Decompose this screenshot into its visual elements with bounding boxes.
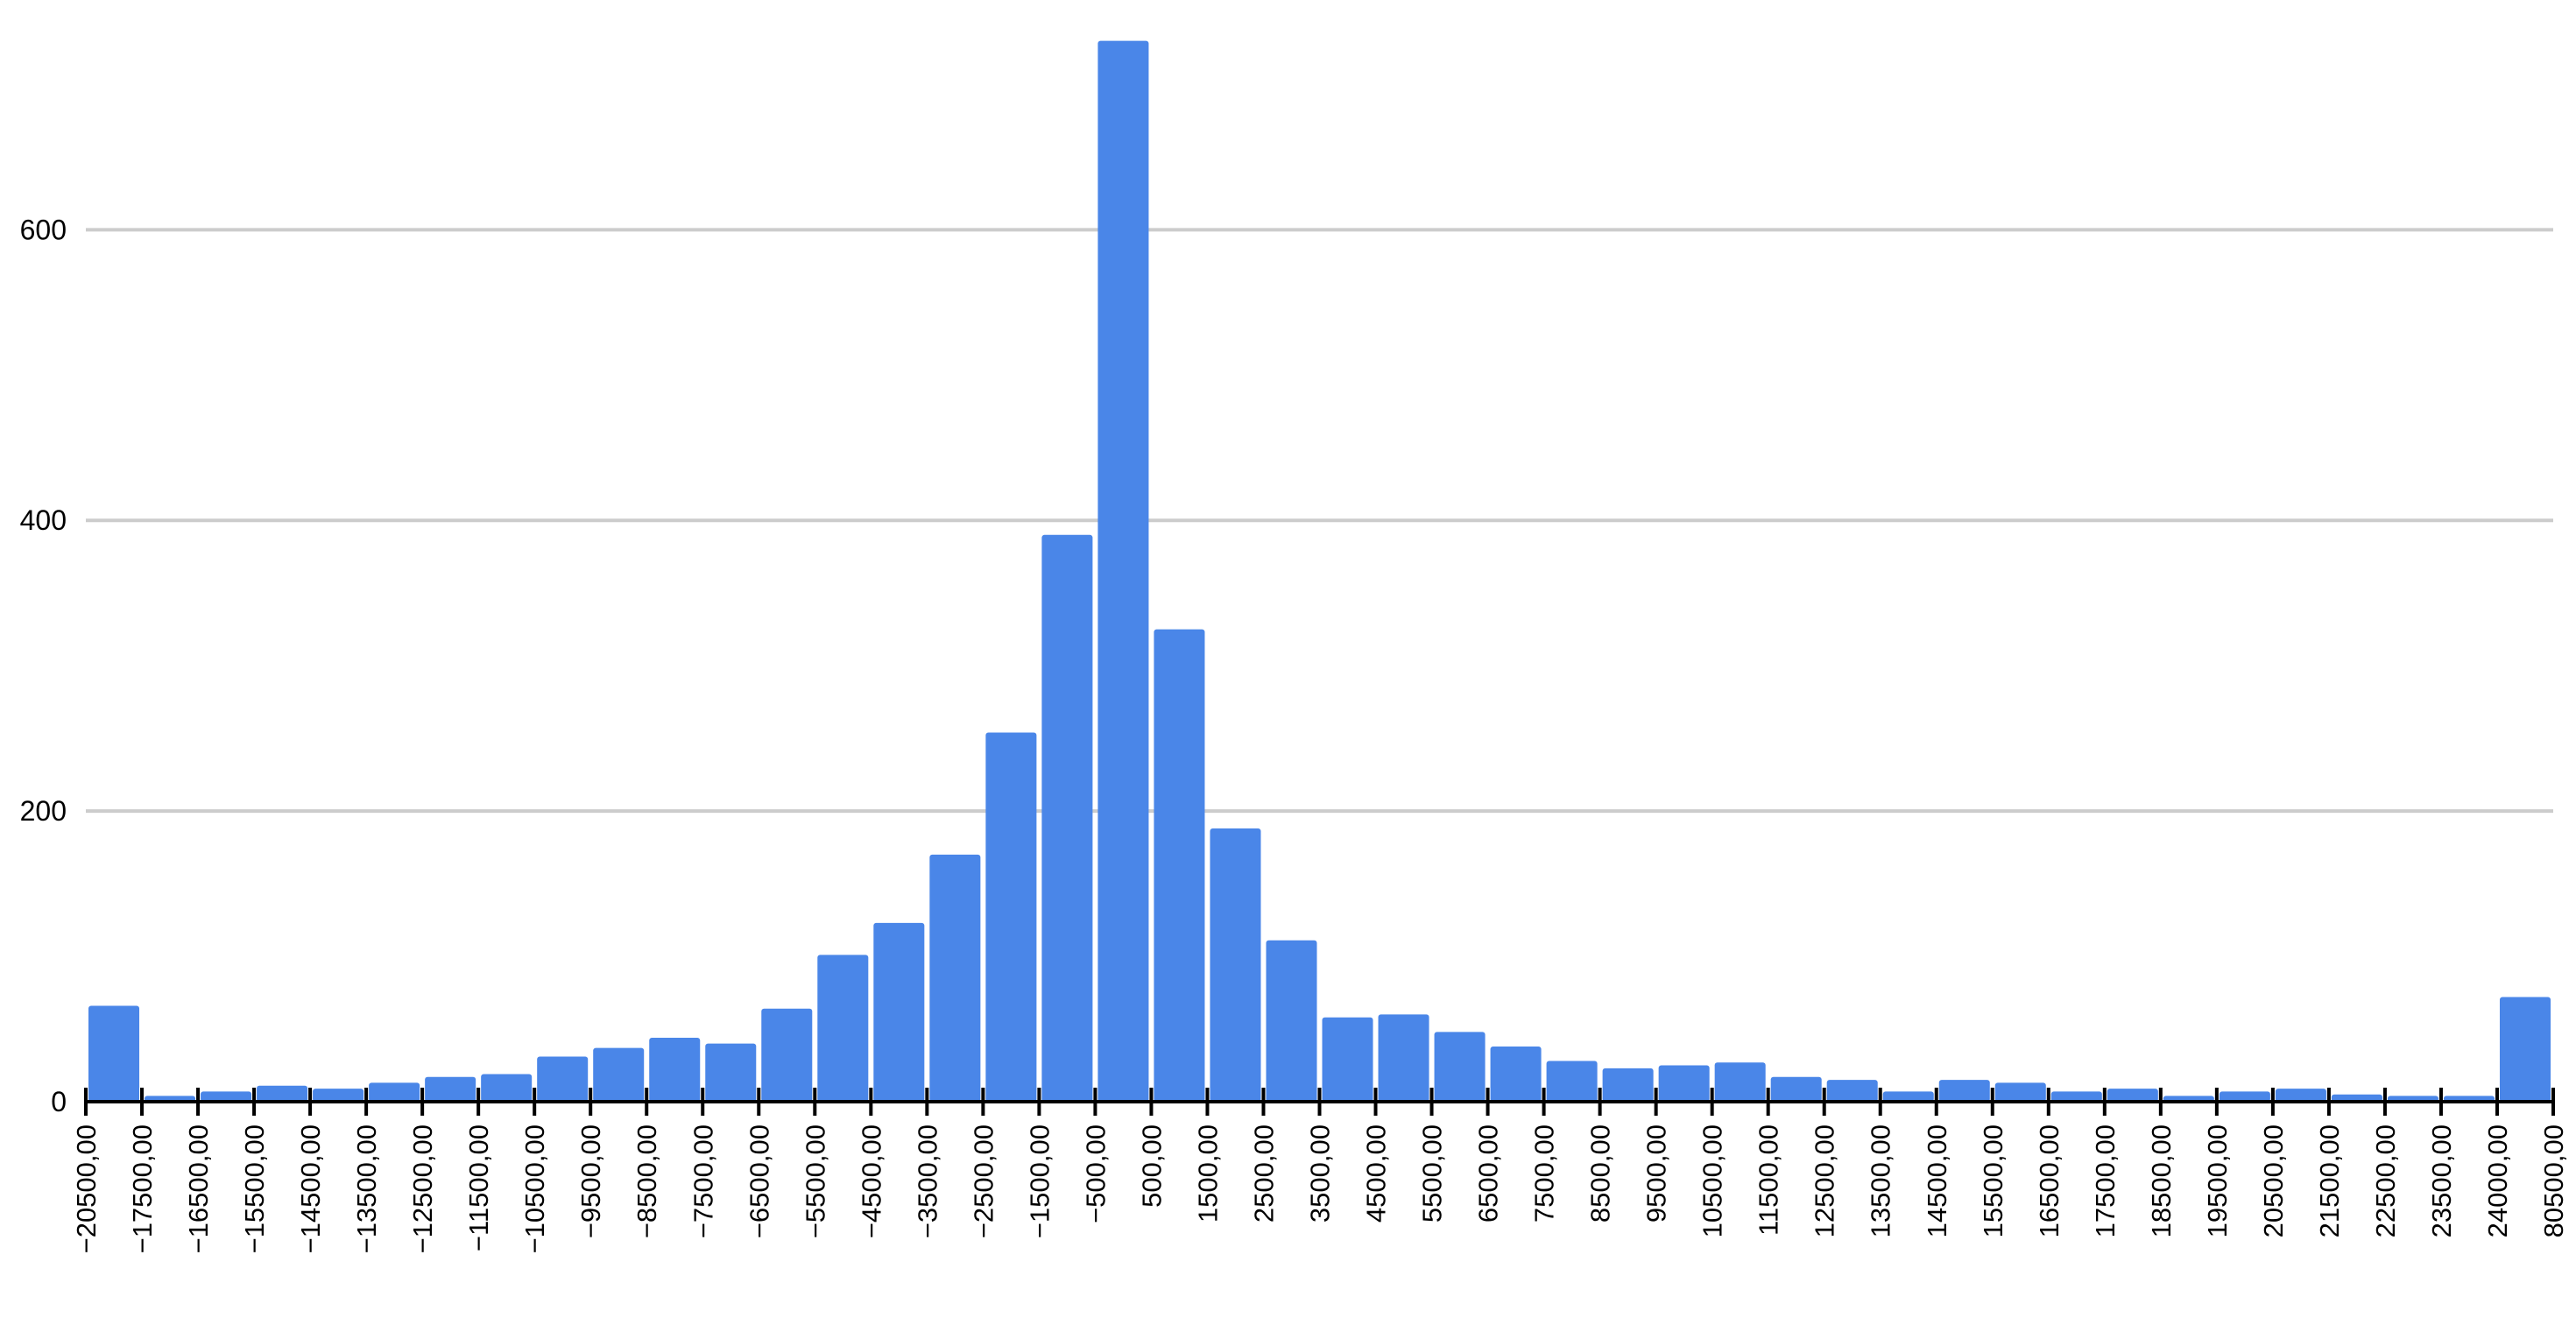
x-tick-label: −20500,00 bbox=[71, 1124, 102, 1253]
x-tick-label: 17500,00 bbox=[2090, 1124, 2121, 1237]
bar bbox=[2499, 997, 2551, 1102]
x-tick-label: −5500,00 bbox=[800, 1124, 830, 1238]
gridlines bbox=[86, 228, 2553, 814]
bar bbox=[1938, 1080, 1990, 1102]
bar bbox=[1154, 629, 1205, 1102]
x-axis bbox=[84, 1088, 2555, 1116]
y-tick-label: 0 bbox=[51, 1086, 67, 1117]
bar bbox=[1658, 1065, 1710, 1102]
x-tick-label: 9500,00 bbox=[1641, 1124, 1672, 1223]
bar bbox=[2219, 1091, 2270, 1102]
x-tick-label: −10500,00 bbox=[519, 1124, 550, 1253]
x-tick-label: 12500,00 bbox=[1810, 1124, 1840, 1237]
x-tick-label: 1500,00 bbox=[1192, 1124, 1223, 1223]
x-tick-label: 19500,00 bbox=[2202, 1124, 2233, 1237]
bar bbox=[1602, 1068, 1654, 1102]
bar bbox=[873, 922, 925, 1102]
y-tick-label: 400 bbox=[20, 504, 67, 536]
x-tick-label: −15500,00 bbox=[239, 1124, 270, 1253]
bar bbox=[1490, 1046, 1542, 1102]
x-tick-label: −2500,00 bbox=[968, 1124, 999, 1238]
bar bbox=[1882, 1091, 1934, 1102]
x-tick-label: 11500,00 bbox=[1754, 1124, 1784, 1236]
bar bbox=[2275, 1089, 2326, 1102]
x-axis-labels: −20500,00 −17500,00 −16500,00 −15500,00 −145… bbox=[71, 1124, 2569, 1253]
x-tick-label: −8500,00 bbox=[632, 1124, 662, 1238]
x-tick-label: 22500,00 bbox=[2370, 1124, 2401, 1237]
bar bbox=[201, 1091, 252, 1102]
bar bbox=[985, 732, 1037, 1102]
x-tick-label: 500,00 bbox=[1136, 1124, 1167, 1208]
bar bbox=[649, 1037, 701, 1102]
x-tick-label: 23500,00 bbox=[2426, 1124, 2457, 1237]
bar bbox=[1322, 1017, 1373, 1102]
bar bbox=[481, 1074, 533, 1102]
bar bbox=[425, 1076, 476, 1102]
bar bbox=[1434, 1032, 1486, 1102]
x-tick-label: 7500,00 bbox=[1529, 1124, 1560, 1223]
x-tick-label: 80500,00 bbox=[2538, 1124, 2569, 1237]
x-tick-label: 8500,00 bbox=[1585, 1124, 1616, 1223]
x-tick-label: 2500,00 bbox=[1248, 1124, 1279, 1223]
x-tick-label: −13500,00 bbox=[351, 1124, 382, 1253]
bar bbox=[817, 955, 869, 1102]
bar bbox=[929, 854, 981, 1102]
x-tick-label: 14500,00 bbox=[1922, 1124, 1952, 1237]
bar bbox=[1266, 940, 1317, 1102]
bar bbox=[761, 1008, 813, 1102]
x-tick-label: −12500,00 bbox=[407, 1124, 438, 1253]
x-tick-label: −14500,00 bbox=[295, 1124, 326, 1253]
x-tick-label: 5500,00 bbox=[1417, 1124, 1448, 1223]
x-tick-label: −1500,00 bbox=[1024, 1124, 1055, 1238]
x-tick-label: −16500,00 bbox=[183, 1124, 214, 1253]
bar bbox=[1826, 1080, 1878, 1102]
bar bbox=[705, 1043, 757, 1102]
x-tick-label: 20500,00 bbox=[2258, 1124, 2289, 1237]
x-tick-label: 13500,00 bbox=[1866, 1124, 1896, 1237]
bar bbox=[1714, 1062, 1766, 1102]
x-tick-label: 10500,00 bbox=[1697, 1124, 1728, 1237]
bar bbox=[88, 1005, 140, 1102]
bar bbox=[1994, 1082, 2046, 1102]
bar bbox=[313, 1089, 364, 1102]
bar bbox=[1378, 1014, 1429, 1102]
bar bbox=[2050, 1091, 2102, 1102]
y-tick-label: 600 bbox=[20, 214, 67, 245]
bar bbox=[1210, 828, 1261, 1102]
bar bbox=[2331, 1094, 2382, 1102]
x-tick-label: −6500,00 bbox=[744, 1124, 774, 1238]
bar bbox=[1770, 1076, 1822, 1102]
bar bbox=[593, 1047, 645, 1102]
bars bbox=[88, 40, 2551, 1102]
x-tick-label: −4500,00 bbox=[856, 1124, 886, 1238]
y-tick-label: 200 bbox=[20, 795, 67, 827]
x-tick-label: 6500,00 bbox=[1473, 1124, 1504, 1223]
x-tick-label: −17500,00 bbox=[127, 1124, 158, 1253]
x-tick-label: −500,00 bbox=[1080, 1124, 1111, 1223]
x-tick-label: 15500,00 bbox=[1978, 1124, 2008, 1237]
x-tick-label: −7500,00 bbox=[688, 1124, 718, 1238]
x-tick-label: −3500,00 bbox=[912, 1124, 942, 1238]
bar bbox=[2107, 1089, 2158, 1102]
x-tick-label: 24000,00 bbox=[2482, 1124, 2513, 1237]
x-tick-label: 18500,00 bbox=[2146, 1124, 2177, 1237]
x-tick-label: −11500,00 bbox=[463, 1124, 494, 1251]
bar bbox=[257, 1085, 308, 1102]
bar bbox=[1041, 534, 1093, 1102]
bar bbox=[1097, 40, 1149, 1102]
x-tick-label: 4500,00 bbox=[1361, 1124, 1392, 1223]
x-tick-label: −9500,00 bbox=[575, 1124, 606, 1238]
x-tick-label: 21500,00 bbox=[2314, 1124, 2345, 1237]
y-axis-labels: 0 200 400 600 bbox=[20, 214, 67, 1117]
bar bbox=[1546, 1061, 1598, 1102]
bar bbox=[537, 1056, 589, 1102]
x-tick-label: 3500,00 bbox=[1305, 1124, 1336, 1223]
x-tick-label: 16500,00 bbox=[2034, 1124, 2064, 1237]
bar bbox=[369, 1082, 420, 1102]
